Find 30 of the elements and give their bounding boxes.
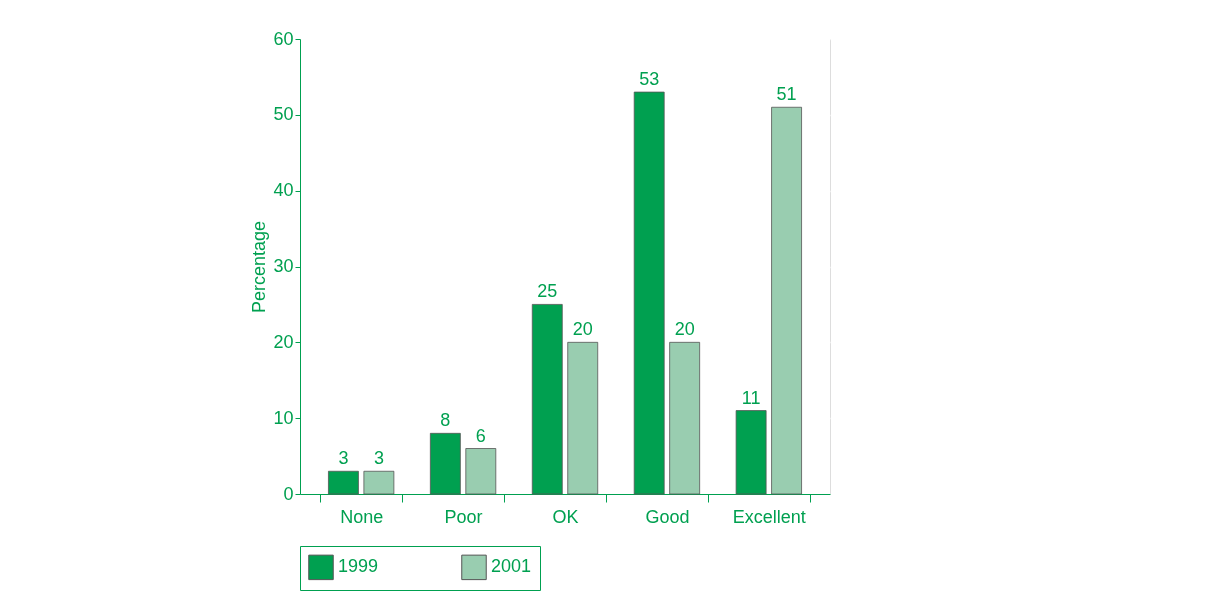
legend-label: 2001 xyxy=(491,556,532,577)
data-label: 20 xyxy=(572,319,593,340)
y-tick-label: 40 xyxy=(273,180,294,201)
data-label: 3 xyxy=(338,448,349,469)
legend-label: 1999 xyxy=(338,556,379,577)
y-tick-label: 60 xyxy=(273,28,294,49)
data-label: 51 xyxy=(776,84,797,105)
y-tick-label: 50 xyxy=(273,104,294,125)
y-tick-label: 10 xyxy=(273,407,294,428)
x-tick-label: Excellent xyxy=(732,506,806,527)
y-tick-label: 20 xyxy=(273,331,294,352)
bar xyxy=(465,448,497,495)
data-label: 25 xyxy=(537,281,558,302)
x-tick-label: None xyxy=(340,506,384,527)
bar xyxy=(567,341,599,495)
bar xyxy=(771,106,802,495)
y-axis-title: Percentage xyxy=(249,220,270,314)
bar xyxy=(363,470,395,495)
x-tick-label: OK xyxy=(552,506,579,527)
y-tick-label: 30 xyxy=(273,256,294,276)
data-label: 53 xyxy=(639,69,660,90)
y-tick-label: 0 xyxy=(283,483,294,504)
bar xyxy=(669,341,701,495)
data-label: 20 xyxy=(674,319,695,340)
data-label: 11 xyxy=(741,387,761,408)
data-label: 8 xyxy=(440,410,451,431)
x-tick-label: Good xyxy=(645,506,690,527)
data-label: 3 xyxy=(373,448,384,469)
x-tick-label: Poor xyxy=(444,506,483,527)
data-label: 6 xyxy=(475,425,486,446)
